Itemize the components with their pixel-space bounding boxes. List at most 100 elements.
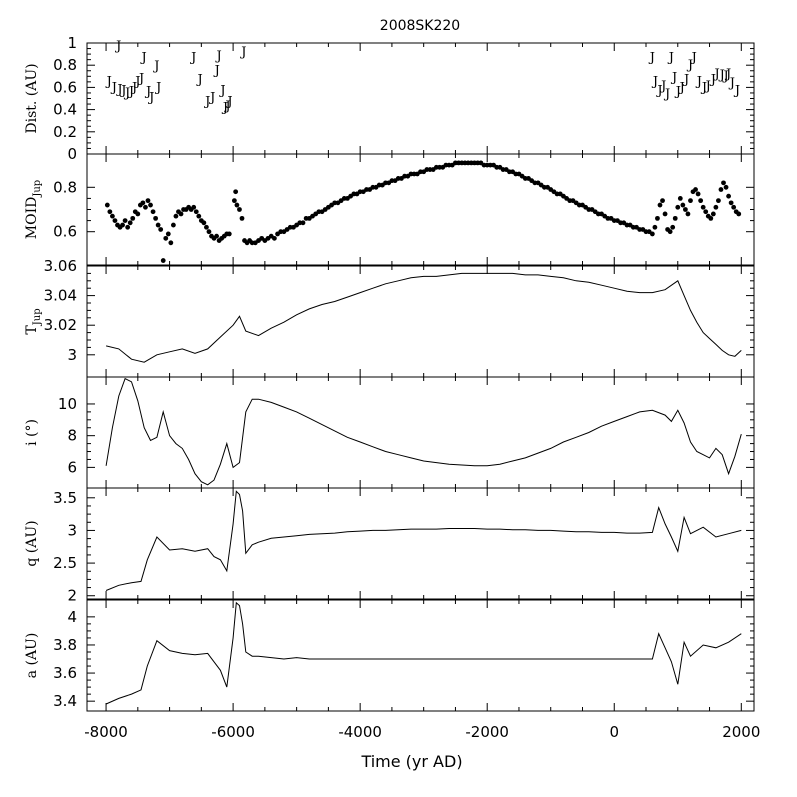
data-marker-j: J bbox=[105, 75, 112, 90]
data-marker-j: J bbox=[130, 80, 137, 95]
data-point bbox=[163, 235, 169, 241]
data-point bbox=[231, 198, 237, 204]
data-marker-j: J bbox=[195, 73, 202, 88]
data-point bbox=[695, 191, 701, 197]
y-tick-label: 3.4 bbox=[53, 692, 77, 710]
data-marker-j: J bbox=[127, 85, 134, 100]
data-point bbox=[693, 187, 698, 192]
data-point bbox=[143, 204, 148, 210]
data-marker-j: J bbox=[137, 71, 144, 86]
y-axis-label: i (°) bbox=[24, 419, 40, 446]
data-point bbox=[652, 224, 658, 230]
data-point bbox=[122, 218, 128, 224]
series-line bbox=[105, 601, 742, 705]
data-point bbox=[655, 215, 660, 221]
y-axis-label-main: q (AU) bbox=[24, 520, 40, 566]
y-axis-label-main: T bbox=[24, 325, 40, 335]
data-point bbox=[165, 231, 171, 237]
x-tick-label: 0 bbox=[609, 723, 619, 741]
data-point bbox=[127, 220, 133, 226]
data-marker-j: J bbox=[110, 80, 117, 95]
data-point bbox=[700, 204, 706, 210]
data-point bbox=[649, 231, 655, 237]
data-point bbox=[201, 220, 207, 226]
y-axis-label: Dist. (AU) bbox=[24, 63, 40, 133]
data-point bbox=[153, 215, 159, 221]
data-marker-j: J bbox=[119, 84, 126, 99]
data-point bbox=[191, 204, 197, 210]
data-point bbox=[239, 215, 245, 221]
data-point bbox=[685, 211, 691, 217]
y-tick-label: 3.5 bbox=[53, 489, 77, 507]
x-tick-label: -6000 bbox=[211, 723, 255, 741]
y-axis-label-main: a (AU) bbox=[24, 633, 40, 679]
data-point bbox=[736, 211, 742, 217]
data-marker-j: J bbox=[700, 80, 707, 95]
data-point bbox=[660, 198, 665, 204]
data-point bbox=[680, 202, 686, 208]
data-marker-j: J bbox=[713, 67, 720, 82]
y-tick-label: 0.8 bbox=[53, 178, 77, 196]
data-point bbox=[168, 240, 174, 246]
data-marker-j: J bbox=[215, 49, 222, 64]
data-point bbox=[206, 229, 212, 235]
y-tick-label: 3.02 bbox=[44, 316, 77, 334]
data-marker-j: J bbox=[686, 58, 693, 73]
y-tick-label: 0.8 bbox=[53, 56, 77, 74]
y-tick-label: 1 bbox=[67, 34, 77, 52]
data-point bbox=[130, 215, 136, 221]
y-tick-label: 3.6 bbox=[53, 664, 77, 682]
y-axis-label-sub: Jup bbox=[32, 308, 43, 326]
data-marker-j: J bbox=[682, 73, 689, 88]
y-tick-label: 0.6 bbox=[53, 78, 77, 96]
data-point bbox=[698, 198, 704, 204]
data-point bbox=[667, 229, 673, 235]
y-tick-label: 0 bbox=[67, 145, 77, 163]
x-tick-label: -2000 bbox=[465, 723, 509, 741]
data-point bbox=[145, 198, 151, 204]
data-point bbox=[237, 207, 242, 212]
data-point bbox=[234, 202, 240, 208]
data-marker-j: J bbox=[221, 100, 228, 115]
data-point bbox=[728, 200, 734, 206]
y-axis-label: MOIDJup bbox=[24, 180, 43, 239]
data-point bbox=[723, 184, 729, 190]
data-point bbox=[110, 213, 115, 219]
data-marker-j: J bbox=[208, 90, 215, 105]
y-tick-label: 4 bbox=[67, 608, 77, 626]
y-tick-label: 10 bbox=[58, 395, 77, 413]
y-axis-label-sub: Jup bbox=[32, 180, 43, 198]
y-tick-label: 0.2 bbox=[53, 123, 77, 141]
data-marker-j: J bbox=[678, 80, 685, 95]
y-axis-label: a (AU) bbox=[24, 633, 40, 679]
panel-inclination: 6 8 10 i (°) bbox=[24, 376, 755, 489]
series-line bbox=[105, 272, 742, 363]
data-point bbox=[173, 213, 179, 219]
data-marker-j: J bbox=[648, 50, 655, 65]
panel-frame bbox=[86, 487, 755, 600]
data-point bbox=[196, 213, 202, 219]
data-marker-j: J bbox=[123, 86, 130, 101]
data-point bbox=[140, 200, 146, 206]
data-marker-j: J bbox=[670, 70, 677, 85]
data-marker-j: J bbox=[154, 80, 161, 95]
chart-title: 2008SK220 bbox=[380, 18, 460, 34]
panel-tjup: 3 3.02 3.04 3.06 TJup bbox=[24, 257, 755, 378]
panel-perihelion: 2 2.5 3 3.5 q (AU) bbox=[24, 487, 755, 605]
panel-frame bbox=[86, 599, 755, 712]
panel-frame bbox=[86, 265, 755, 378]
data-marker-j: J bbox=[695, 75, 702, 90]
data-marker-j: J bbox=[733, 84, 740, 99]
data-point bbox=[226, 231, 232, 237]
data-point bbox=[148, 202, 153, 208]
data-marker-j: J bbox=[147, 90, 154, 105]
data-marker-j: J bbox=[133, 75, 140, 90]
x-tick-label: 2000 bbox=[722, 723, 760, 741]
data-marker-j: J bbox=[218, 84, 225, 99]
data-marker-j: J bbox=[724, 67, 731, 82]
data-point bbox=[688, 198, 693, 204]
data-marker-j: J bbox=[189, 50, 196, 65]
data-marker-j: J bbox=[690, 50, 697, 65]
